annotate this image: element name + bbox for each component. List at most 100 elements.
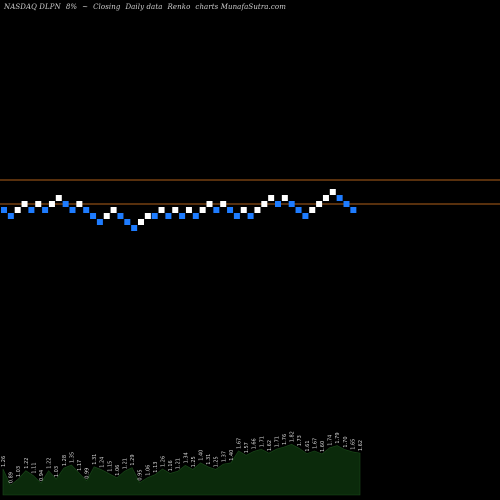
renko-brick-up — [21, 201, 28, 207]
volume-label: 0.94 — [39, 470, 45, 481]
renko-brick-down — [1, 207, 7, 213]
renko-brick-up — [329, 189, 336, 195]
volume-label: 1.67 — [312, 438, 318, 449]
renko-brick-down — [90, 213, 97, 219]
chart-header: NASDAQ DLPN 8% ~ Closing Daily data Renko char… — [4, 3, 291, 11]
volume-label: 1.34 — [183, 452, 189, 463]
volume-label: 1.22 — [47, 458, 53, 469]
volume-label: 1.22 — [24, 458, 30, 469]
volume-label: 1.31 — [206, 454, 212, 465]
renko-brick-up — [138, 219, 144, 225]
volume-label: 1.40 — [229, 450, 235, 461]
volume-label: 0.95 — [138, 469, 144, 480]
renko-brick-up — [76, 201, 83, 207]
volume-label: 1.35 — [69, 452, 75, 463]
volume-label: 1.60 — [320, 441, 326, 452]
volume-label: 1.06 — [115, 465, 121, 476]
reference-lines — [0, 179, 500, 205]
renko-brick-up — [316, 201, 323, 207]
volume-label: 1.31 — [92, 454, 98, 465]
volume-label: 1.82 — [290, 431, 296, 442]
volume-label: 1.13 — [153, 462, 159, 473]
volume-label: 1.62 — [358, 440, 364, 451]
volume-label: 1.76 — [282, 434, 288, 445]
renko-brick-down — [343, 201, 350, 207]
volume-label: 1.24 — [100, 457, 106, 468]
renko-brick-down — [275, 201, 281, 207]
volume-label: 1.21 — [176, 458, 182, 469]
volume-label: 1.67 — [237, 438, 243, 449]
arrow-label: ~ — [82, 3, 89, 11]
type-label: Renko — [167, 3, 191, 11]
volume-label: 1.15 — [107, 461, 113, 472]
change-label: 8% — [65, 3, 78, 11]
renko-brick-up — [309, 207, 316, 213]
volume-label: 1.06 — [145, 465, 151, 476]
renko-brick-down — [7, 213, 14, 219]
volume-label: 1.40 — [199, 450, 205, 461]
symbol-label: NASDAQ DLPN — [4, 3, 61, 11]
renko-brick-up — [322, 195, 329, 201]
renko-brick-down — [83, 207, 90, 213]
renko-brick-up — [103, 213, 110, 219]
volume-label: 1.16 — [168, 460, 174, 471]
renko-bricks — [1, 189, 357, 231]
volume-label: 1.21 — [123, 458, 129, 469]
volume-label: 0.89 — [9, 472, 15, 483]
volume-label: 1.71 — [274, 436, 280, 447]
renko-brick-down — [295, 207, 302, 213]
renko-brick-up — [199, 207, 206, 213]
volume-label: 1.79 — [335, 432, 341, 443]
volume-label: 1.11 — [31, 462, 37, 473]
renko-brick-down — [350, 207, 357, 213]
renko-brick-down — [28, 207, 35, 213]
volume-label: 1.37 — [221, 451, 227, 462]
renko-brick-down — [336, 195, 343, 201]
volume-label: 1.65 — [350, 439, 356, 450]
volume-label: 1.25 — [191, 456, 197, 467]
renko-brick-down — [227, 207, 234, 213]
volume-label: 1.62 — [267, 440, 273, 451]
volume-label: 1.26 — [1, 456, 7, 467]
volume-label: 1.03 — [16, 466, 22, 477]
volume-label: 1.26 — [161, 456, 167, 467]
volume-area-fill — [2, 443, 361, 496]
renko-brick-down — [213, 207, 220, 213]
renko-brick-up — [254, 207, 261, 213]
volume-label: 1.71 — [259, 436, 265, 447]
renko-brick-down — [151, 213, 158, 219]
renko-brick-up — [144, 213, 151, 219]
volume-label: 1.73 — [297, 435, 303, 446]
volume-label: 1.28 — [62, 455, 68, 466]
volume-label: 1.17 — [77, 460, 83, 471]
renko-brick-up — [268, 195, 275, 201]
renko-brick-down — [192, 213, 199, 219]
mode-label: Closing — [93, 3, 121, 11]
renko-brick-up — [185, 207, 192, 213]
volume-label: 1.74 — [328, 435, 334, 446]
renko-brick-down — [42, 207, 49, 213]
renko-brick-down — [233, 213, 240, 219]
renko-brick-up — [172, 207, 179, 213]
renko-brick-up — [14, 207, 21, 213]
renko-brick-down — [165, 213, 172, 219]
renko-brick-down — [247, 213, 254, 219]
volume-label: 1.66 — [252, 438, 258, 449]
renko-brick-down — [117, 213, 124, 219]
volume-label: 1.03 — [54, 466, 60, 477]
renko-brick-up — [110, 207, 117, 213]
renko-brick-down — [69, 207, 76, 213]
source-label: charts MunafaSutra.com — [195, 3, 286, 11]
renko-brick-up — [35, 201, 42, 207]
renko-brick-down — [179, 213, 186, 219]
volume-label: 1.25 — [214, 456, 220, 467]
renko-brick-down — [62, 201, 69, 207]
volume-area: 1.260.891.031.22 1.110.941.221.031.28 1.35… — [1, 431, 364, 496]
renko-brick-down — [288, 201, 295, 207]
volume-label: 0.99 — [85, 468, 91, 479]
volume-label: 1.61 — [305, 440, 311, 451]
renko-brick-down — [124, 219, 131, 225]
volume-label: 1.29 — [130, 454, 136, 465]
renko-brick-down — [302, 213, 309, 219]
